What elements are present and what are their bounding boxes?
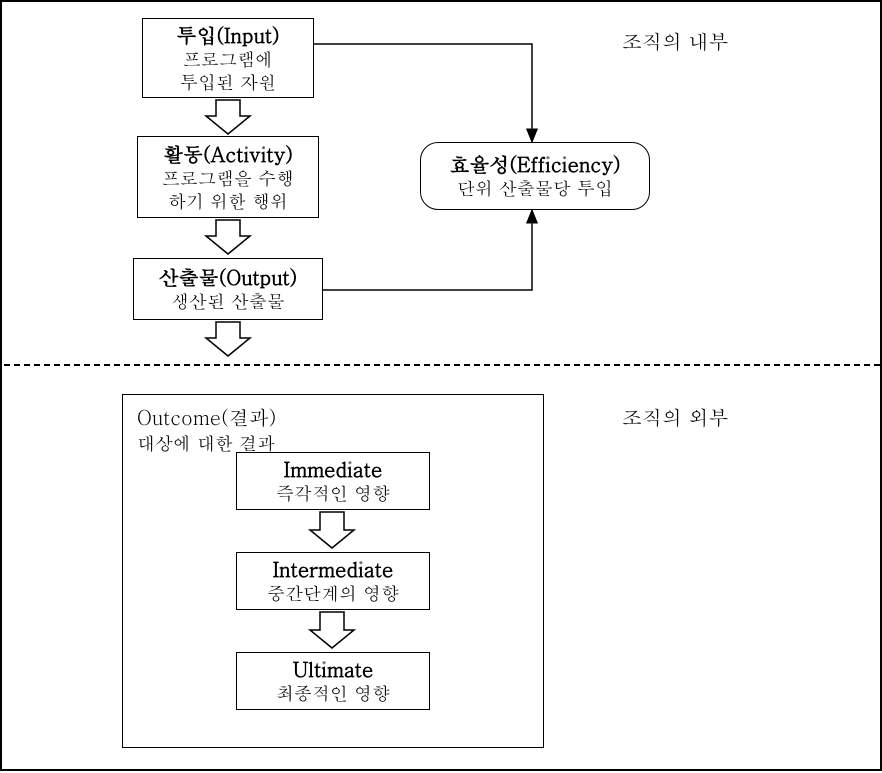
ultimate-node: Ultimate 최종적인 영향: [236, 652, 430, 710]
input-node: 투입(Input) 프로그램에 투입된 자원: [142, 18, 314, 98]
connector-input-efficiency: [314, 44, 532, 142]
immediate-sub: 즉각적인 영향: [237, 482, 429, 505]
output-title: 산출물(Output): [159, 264, 297, 290]
block-arrow-input-activity: [206, 100, 250, 134]
ultimate-sub: 최종적인 영향: [237, 682, 429, 705]
connector-output-efficiency: [323, 210, 532, 290]
intermediate-title: Intermediate: [237, 556, 429, 582]
input-title: 투입(Input): [176, 22, 279, 48]
activity-sub2: 하기 위한 행위: [168, 190, 288, 213]
immediate-node: Immediate 즉각적인 영향: [236, 452, 430, 510]
immediate-title: Immediate: [237, 456, 429, 482]
output-sub1: 생산된 산출물: [171, 290, 285, 313]
efficiency-title: 효율성(Efficiency): [449, 151, 620, 177]
activity-sub1: 프로그램을 수행: [162, 167, 294, 190]
efficiency-sub1: 단위 산출물당 투입: [457, 177, 613, 200]
internal-section-label: 조직의 내부: [622, 26, 729, 55]
external-section-label: 조직의 외부: [622, 402, 729, 431]
activity-node: 활동(Activity) 프로그램을 수행 하기 위한 행위: [137, 136, 319, 218]
output-node: 산출물(Output) 생산된 산출물: [133, 258, 323, 320]
intermediate-sub: 중간단계의 영향: [237, 582, 429, 605]
input-sub1: 프로그램에: [183, 48, 273, 71]
section-divider: [4, 364, 880, 366]
outcome-title: Outcome(결과): [137, 403, 276, 431]
block-arrow-activity-output: [206, 220, 250, 254]
ultimate-title: Ultimate: [237, 656, 429, 682]
block-arrow-output-outcome: [206, 322, 250, 356]
input-sub2: 투입된 자원: [180, 71, 276, 94]
efficiency-node: 효율성(Efficiency) 단위 산출물당 투입: [420, 142, 650, 210]
logic-model-diagram: 조직의 내부 조직의 외부 투입(Input) 프로그램에 투입된 자원 활동(…: [0, 0, 882, 771]
activity-title: 활동(Activity): [163, 141, 293, 167]
outcome-header: Outcome(결과) 대상에 대한 결과: [137, 403, 276, 456]
intermediate-node: Intermediate 중간단계의 영향: [236, 552, 430, 610]
